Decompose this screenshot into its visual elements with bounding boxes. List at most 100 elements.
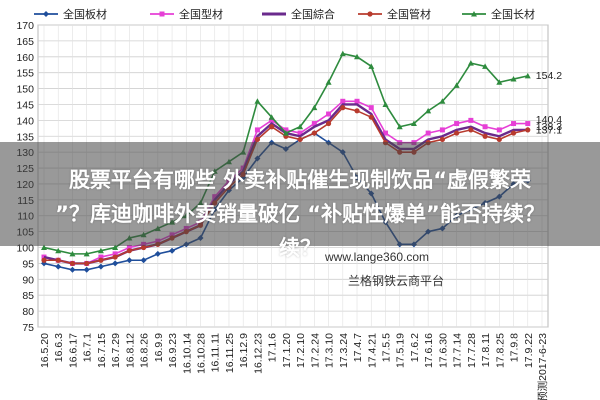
- series-marker: [126, 248, 132, 254]
- series-marker: [159, 11, 165, 17]
- y-tick-label: 95: [22, 258, 34, 270]
- x-tick-label: 17.5.19: [395, 333, 407, 368]
- x-tick-label: 16.5.20: [39, 333, 51, 368]
- y-tick-label: 80: [22, 306, 34, 318]
- series-marker: [140, 257, 147, 264]
- series-marker: [496, 127, 502, 133]
- series-marker: [382, 101, 389, 107]
- series-marker: [511, 121, 517, 127]
- series-marker: [141, 244, 147, 251]
- series-marker: [425, 130, 431, 136]
- x-tick-label: 17.7.14: [452, 333, 464, 368]
- series-marker: [269, 124, 275, 130]
- x-tick-label: 16.6.17: [67, 333, 79, 368]
- series-marker: [368, 114, 374, 120]
- series-marker: [510, 130, 517, 136]
- series-marker: [396, 123, 403, 130]
- x-tick-label: 16.7.29: [110, 333, 122, 368]
- x-tick-label: 17.3.10: [324, 333, 336, 368]
- end-value-label: 137.1: [536, 125, 562, 137]
- watermark-site: www.lange360.com: [324, 250, 429, 264]
- legend-label: 全国綜合: [291, 7, 335, 21]
- series-marker: [524, 72, 531, 79]
- series-marker: [454, 130, 460, 136]
- series-marker: [69, 266, 76, 273]
- x-tick-label: 17.8.11: [480, 333, 492, 367]
- series-marker: [471, 11, 477, 17]
- series-marker: [254, 98, 261, 104]
- x-tick-label: 17.9.22: [523, 333, 535, 368]
- x-tick-label: 16.11.25: [224, 333, 236, 373]
- series-marker: [41, 257, 47, 263]
- x-tick-label: 16.8.12: [124, 333, 136, 368]
- series-marker: [340, 105, 346, 111]
- y-tick-label: 140: [16, 115, 34, 127]
- headline-line-3: 续？: [279, 236, 321, 260]
- headline-band: [0, 142, 600, 246]
- series-marker: [254, 136, 261, 143]
- series-marker: [454, 121, 460, 127]
- series-marker: [439, 98, 446, 104]
- series-marker: [83, 266, 90, 273]
- x-tick-label: 16.12.23: [252, 333, 264, 374]
- series-marker: [354, 98, 360, 104]
- x-tick-label: 17.4.7: [352, 333, 364, 362]
- series-marker: [154, 250, 161, 257]
- x-tick-label: 16.9.23: [167, 333, 179, 368]
- series-marker: [496, 79, 503, 85]
- y-tick-label: 75: [22, 322, 34, 334]
- series-marker: [339, 50, 346, 57]
- series-marker: [112, 260, 119, 267]
- series-marker: [83, 250, 90, 257]
- x-tick-label: 17.4.21: [366, 333, 378, 368]
- series-marker: [326, 111, 332, 117]
- series-marker: [439, 136, 445, 143]
- series-marker: [282, 130, 289, 136]
- series-marker: [368, 63, 375, 69]
- series-marker: [525, 127, 531, 133]
- x-axis: 16.5.20 16.6.3 16.6.17 16.7.1 16.7.15 16.7.29…: [39, 333, 549, 400]
- end-value-label: 154.2: [536, 70, 562, 82]
- series-marker: [340, 98, 346, 104]
- legend-label: 全国长材: [491, 7, 535, 21]
- series-marker: [41, 244, 47, 251]
- legend-label: 全国管材: [387, 7, 431, 21]
- series-marker: [98, 254, 104, 260]
- series-marker: [367, 11, 373, 17]
- series-marker: [439, 127, 445, 133]
- end-value-label: 138.3: [536, 121, 562, 133]
- series-marker: [510, 76, 517, 82]
- series-marker: [84, 260, 90, 267]
- y-tick-label: 170: [16, 20, 34, 32]
- series-marker: [268, 114, 275, 120]
- x-tick-label: 16.6.3: [53, 333, 65, 362]
- x-tick-label: 16.11.11: [210, 333, 222, 372]
- legend-label: 全国型材: [179, 7, 223, 21]
- series-marker: [354, 53, 361, 60]
- series-marker: [283, 127, 289, 133]
- series-marker: [496, 136, 502, 143]
- x-tick-label: 17.1.20: [281, 333, 293, 368]
- x-tick-label: 17.3.24: [338, 333, 350, 368]
- series-marker: [43, 11, 49, 17]
- y-tick-label: 85: [22, 290, 34, 302]
- y-tick-label: 165: [16, 36, 34, 48]
- series-marker: [525, 121, 531, 127]
- series-marker: [69, 250, 76, 257]
- x-tick-label: 17.8.25: [494, 333, 506, 368]
- end-value-label: 140.4: [536, 114, 562, 126]
- series-marker: [297, 123, 304, 130]
- series-marker: [425, 107, 432, 114]
- series-marker: [297, 130, 303, 136]
- series-marker: [325, 79, 332, 85]
- x-tick-label: 17.6.2: [409, 333, 421, 362]
- x-tick-label: 16.10.14: [181, 333, 193, 374]
- y-tick-label: 155: [16, 68, 34, 80]
- series-marker: [112, 254, 118, 260]
- series-marker: [311, 130, 317, 136]
- series-marker: [169, 247, 176, 254]
- watermark-name: 兰格钢铁云商平台: [348, 273, 444, 288]
- series-marker: [368, 105, 374, 111]
- series-marker: [98, 257, 104, 263]
